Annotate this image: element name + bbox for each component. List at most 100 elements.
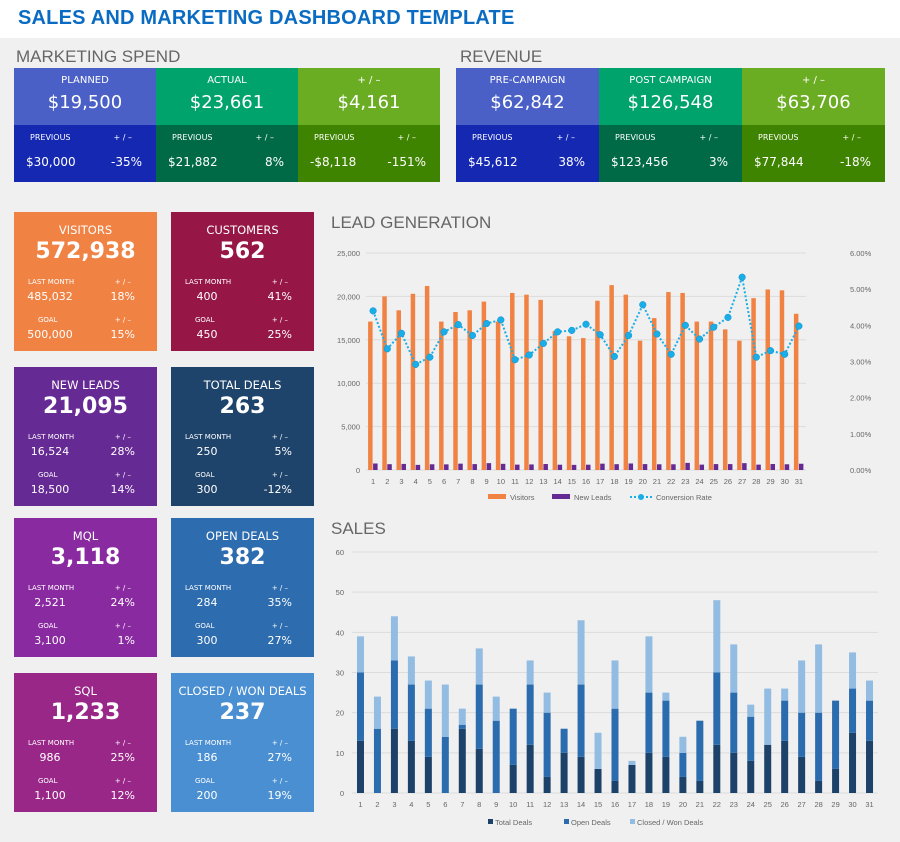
total-dealsbar xyxy=(577,756,585,793)
conversion-rate-point xyxy=(511,356,519,364)
lead-generation-chart: 0 5,000 10,000 15,000 20,000 25,000 0.00% 1.00%… xyxy=(337,249,872,502)
conversion-rate-point xyxy=(710,323,718,331)
visitors-bar xyxy=(595,300,600,470)
closed-won-dealsbar xyxy=(458,708,466,725)
x-tick-label: 4 xyxy=(409,800,413,809)
open-dealsbar xyxy=(577,684,585,757)
open-dealsbar xyxy=(509,708,517,765)
previous-value: $21,882 xyxy=(168,155,218,169)
closed-won-dealsbar xyxy=(526,660,534,685)
conversion-rate-point xyxy=(596,331,604,339)
tile-label: CLOSED / WON DEALS xyxy=(178,684,307,698)
new-leads-bar xyxy=(699,464,705,470)
new-leads-bar xyxy=(444,464,449,470)
open-dealsbar xyxy=(526,684,534,745)
revenue-0-previous: PREVIOUS + / – $45,612 38% xyxy=(456,125,599,182)
open-dealsbar xyxy=(373,728,381,793)
tile-value: 3,118 xyxy=(50,545,121,570)
closed-won-dealsbar xyxy=(492,696,500,721)
goal-value: 18,500 xyxy=(30,483,70,496)
last-month-value: 986 xyxy=(39,751,61,764)
visitors-bar xyxy=(382,296,387,470)
y-tick-label: 0 xyxy=(340,789,344,798)
kpi-tile-customers: CUSTOMERS 562 LAST MONTH + / – 400 41% G… xyxy=(171,212,314,351)
x-tick-label: 19 xyxy=(624,477,632,486)
conversion-rate-point xyxy=(625,331,633,340)
kpi-tile-total-deals: TOTAL DEALS 263 LAST MONTH + / – 250 5% … xyxy=(171,367,314,506)
closed-won-dealsbar xyxy=(679,736,687,753)
tile-label: VISITORS xyxy=(58,223,113,237)
x-tick-label: 11 xyxy=(511,477,519,486)
open-dealsbar xyxy=(781,700,789,741)
total-dealsbar xyxy=(424,756,432,793)
change-value: -151% xyxy=(387,155,426,169)
metric-label: + / – xyxy=(357,75,381,86)
last-month-change: 18% xyxy=(110,290,135,303)
y2-tick-label: 0.00% xyxy=(850,466,872,475)
x-tick-label: 22 xyxy=(713,800,721,809)
marketing-0-previous: PREVIOUS + / – $30,000 -35% xyxy=(14,125,156,182)
visitors-bar xyxy=(566,336,572,470)
change-value: 3% xyxy=(708,155,728,169)
previous-label: PREVIOUS xyxy=(615,133,656,142)
change-label: + / – xyxy=(255,133,274,142)
open-dealsbar xyxy=(815,712,823,781)
x-tick-label: 31 xyxy=(795,477,803,486)
marketing-2-previous: PREVIOUS + / – -$8,118 -151% xyxy=(298,125,440,182)
visitors-bar xyxy=(481,301,487,470)
new-leads-bar xyxy=(727,464,733,470)
x-tick-label: 2 xyxy=(385,477,389,486)
conversion-rate-point xyxy=(525,351,533,359)
change-value: -18% xyxy=(839,155,871,169)
conversion-rate-point xyxy=(738,273,746,281)
y-tick-label: 50 xyxy=(336,588,344,597)
goal-change: 15% xyxy=(110,328,135,341)
closed-won-dealsbar xyxy=(662,692,670,701)
legend-open-deals: Open Deals xyxy=(571,818,611,827)
metric-label: PLANNED xyxy=(61,75,109,86)
visitors-bar xyxy=(439,321,444,470)
change-label: + / – xyxy=(114,316,131,324)
y-tick-label: 25,000 xyxy=(337,249,360,258)
change-label: + / – xyxy=(114,471,131,479)
closed-won-dealsbar xyxy=(373,696,381,729)
kpi-tile-closed-won-deals: CLOSED / WON DEALS 237 LAST MONTH + / – … xyxy=(171,673,314,812)
x-tick-label: 8 xyxy=(470,477,474,486)
last-month-label: LAST MONTH xyxy=(185,278,232,286)
goal-change: 19% xyxy=(267,789,292,802)
legend-new-leads-swatch xyxy=(552,494,570,499)
new-leads-bar xyxy=(486,463,492,470)
open-dealsbar xyxy=(543,712,551,777)
x-tick-label: 23 xyxy=(730,800,738,809)
x-tick-label: 21 xyxy=(653,477,661,486)
x-tick-label: 26 xyxy=(781,800,789,809)
revenue-1-main: POST CAMPAIGN $126,548 xyxy=(599,68,742,125)
conversion-rate-point xyxy=(539,339,547,347)
x-tick-label: 14 xyxy=(553,477,561,486)
x-tick-label: 11 xyxy=(526,800,534,809)
total-dealsbar xyxy=(747,760,755,793)
y-tick-label: 10 xyxy=(336,749,344,758)
y-tick-label: 5,000 xyxy=(341,423,360,432)
metric-label: POST CAMPAIGN xyxy=(629,75,712,86)
x-tick-label: 9 xyxy=(485,477,489,486)
goal-label: GOAL xyxy=(38,622,58,630)
x-tick-label: 24 xyxy=(747,800,755,809)
tile-label: CUSTOMERS xyxy=(206,223,279,237)
tile-value: 237 xyxy=(219,700,266,725)
last-month-label: LAST MONTH xyxy=(185,739,232,747)
conversion-rate-point xyxy=(568,326,576,334)
new-leads-bar xyxy=(586,464,591,470)
visitors-bar xyxy=(779,290,785,470)
goal-change: 27% xyxy=(267,634,292,647)
change-label: + / – xyxy=(114,584,131,592)
previous-label: PREVIOUS xyxy=(172,133,213,142)
visitors-bar xyxy=(453,312,458,470)
change-label: + / – xyxy=(271,622,288,630)
x-tick-label: 12 xyxy=(543,800,551,809)
y-tick-label: 0 xyxy=(356,466,360,475)
x-tick-label: 21 xyxy=(696,800,704,809)
x-tick-label: 1 xyxy=(371,477,375,486)
conversion-rate-point xyxy=(695,335,704,343)
total-dealsbar xyxy=(679,776,687,793)
